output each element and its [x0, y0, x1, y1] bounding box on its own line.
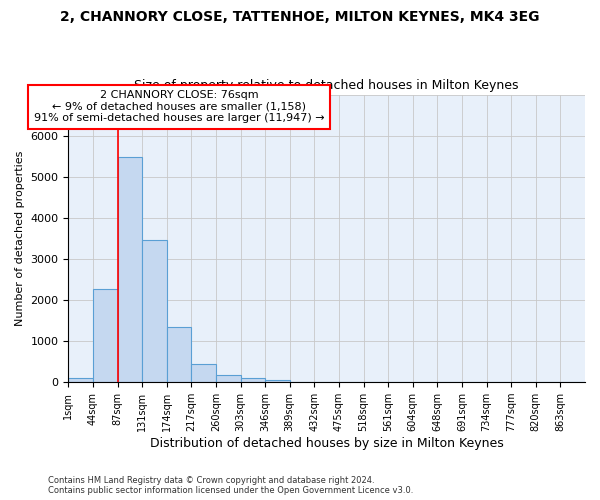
Bar [93, 288, 118, 382]
Y-axis label: Number of detached properties: Number of detached properties [15, 150, 25, 326]
Bar [68, 378, 93, 382]
Bar [142, 240, 167, 382]
Text: 2 CHANNORY CLOSE: 76sqm
← 9% of detached houses are smaller (1,158)
91% of semi-: 2 CHANNORY CLOSE: 76sqm ← 9% of detached… [34, 90, 325, 124]
Title: Size of property relative to detached houses in Milton Keynes: Size of property relative to detached ho… [134, 79, 519, 92]
Bar [191, 364, 216, 382]
Bar [216, 375, 241, 382]
Bar [265, 380, 290, 382]
Bar [118, 157, 142, 382]
X-axis label: Distribution of detached houses by size in Milton Keynes: Distribution of detached houses by size … [150, 437, 503, 450]
Bar [167, 326, 191, 382]
Text: Contains HM Land Registry data © Crown copyright and database right 2024.
Contai: Contains HM Land Registry data © Crown c… [48, 476, 413, 495]
Bar [241, 378, 265, 382]
Text: 2, CHANNORY CLOSE, TATTENHOE, MILTON KEYNES, MK4 3EG: 2, CHANNORY CLOSE, TATTENHOE, MILTON KEY… [60, 10, 540, 24]
